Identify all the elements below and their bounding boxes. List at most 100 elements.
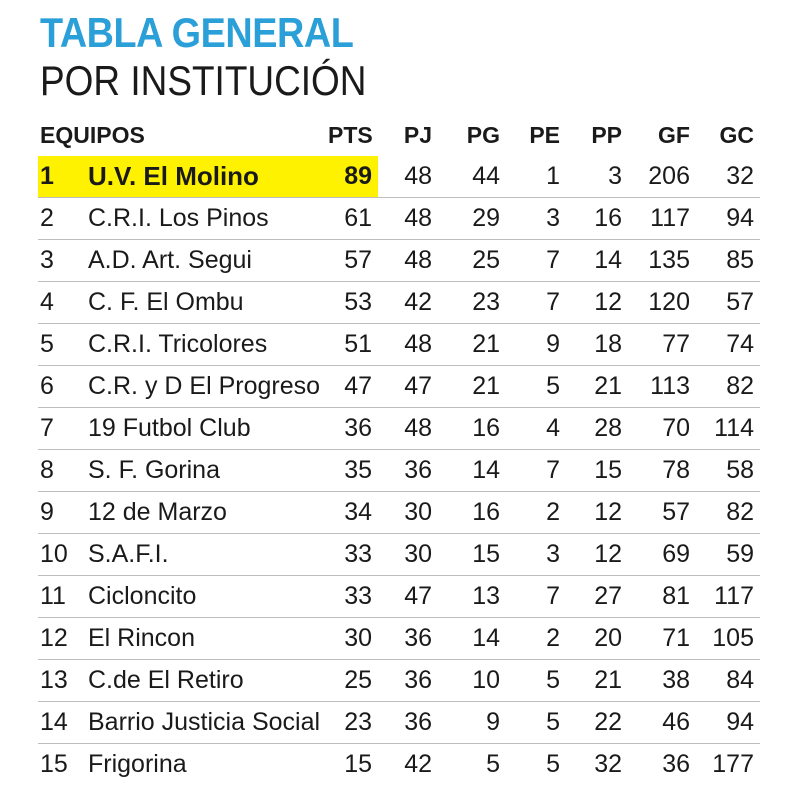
played-cell: 30	[378, 491, 438, 534]
points-cell: 35	[328, 449, 378, 492]
won-cell: 21	[438, 365, 506, 408]
goals-for-cell: 69	[628, 533, 696, 576]
table-row: 5 C.R.I. Tricolores 51 48 21 9 18 77 74	[38, 323, 760, 366]
played-cell: 36	[378, 659, 438, 702]
played-cell: 47	[378, 365, 438, 408]
points-cell: 57	[328, 239, 378, 282]
lost-cell: 22	[566, 701, 628, 744]
points-cell: 47	[328, 365, 378, 408]
team-name-cell: C.R.I. Tricolores	[88, 323, 328, 366]
team-name-cell: El Rincon	[88, 617, 328, 660]
lost-cell: 12	[566, 281, 628, 324]
lost-cell: 18	[566, 323, 628, 366]
drawn-cell: 5	[506, 659, 566, 702]
goals-for-cell: 78	[628, 449, 696, 492]
goals-for-cell: 46	[628, 701, 696, 744]
table-row: 2 C.R.I. Los Pinos 61 48 29 3 16 117 94	[38, 197, 760, 240]
drawn-cell: 5	[506, 365, 566, 408]
goals-for-cell: 57	[628, 491, 696, 534]
goals-against-cell: 82	[696, 491, 760, 534]
played-cell: 48	[378, 239, 438, 282]
table-body: 1 U.V. El Molino 89 48 44 1 3 206 32 2 C.R.I. Los …	[38, 156, 760, 785]
won-cell: 21	[438, 323, 506, 366]
rank-cell: 4	[38, 281, 88, 324]
goals-against-cell: 117	[696, 575, 760, 618]
goals-for-cell: 77	[628, 323, 696, 366]
played-cell: 42	[378, 281, 438, 324]
played-cell: 30	[378, 533, 438, 576]
won-cell: 23	[438, 281, 506, 324]
drawn-cell: 3	[506, 533, 566, 576]
won-cell: 5	[438, 743, 506, 785]
team-name-cell: 19 Futbol Club	[88, 407, 328, 450]
played-cell: 36	[378, 617, 438, 660]
goals-against-cell: 177	[696, 743, 760, 785]
played-cell: 36	[378, 701, 438, 744]
played-cell: 42	[378, 743, 438, 785]
goals-for-cell: 117	[628, 197, 696, 240]
team-name-cell: U.V. El Molino	[88, 156, 328, 198]
drawn-cell: 7	[506, 575, 566, 618]
drawn-cell: 7	[506, 281, 566, 324]
won-cell: 16	[438, 407, 506, 450]
page-title: TABLA GENERAL	[40, 9, 354, 56]
table-row: 15 Frigorina 15 42 5 5 32 36 177	[38, 743, 760, 785]
goals-for-cell: 71	[628, 617, 696, 660]
played-cell: 36	[378, 449, 438, 492]
rank-cell: 12	[38, 617, 88, 660]
won-cell: 16	[438, 491, 506, 534]
goals-for-cell: 81	[628, 575, 696, 618]
goals-against-cell: 59	[696, 533, 760, 576]
table-row: 1 U.V. El Molino 89 48 44 1 3 206 32	[38, 156, 760, 198]
rank-cell: 6	[38, 365, 88, 408]
lost-cell: 3	[608, 162, 622, 190]
drawn-cell: 1	[546, 162, 560, 190]
won-cell: 15	[438, 533, 506, 576]
table-row: 3 A.D. Art. Segui 57 48 25 7 14 135 85	[38, 239, 760, 282]
points-cell: 33	[328, 575, 378, 618]
goals-against-cell: 82	[696, 365, 760, 408]
table-row: 8 S. F. Gorina 35 36 14 7 15 78 58	[38, 449, 760, 492]
goals-for-cell: 135	[628, 239, 696, 282]
table-header-row: EQUIPOS PTS PJ PG PE PP GF GC	[38, 114, 760, 156]
goals-against-cell: 94	[696, 701, 760, 744]
rank-cell: 2	[38, 197, 88, 240]
lost-cell: 15	[566, 449, 628, 492]
drawn-cell: 3	[506, 197, 566, 240]
team-name-cell: A.D. Art. Segui	[88, 239, 328, 282]
goals-against-cell: 32	[726, 162, 754, 190]
column-header-gc: GC	[719, 121, 755, 148]
lost-cell: 21	[566, 659, 628, 702]
rank-cell: 15	[38, 743, 88, 785]
points-cell: 51	[328, 323, 378, 366]
won-cell: 9	[438, 701, 506, 744]
won-cell: 44	[472, 162, 500, 190]
rank-cell: 7	[38, 407, 88, 450]
table-row: 4 C. F. El Ombu 53 42 23 7 12 120 57	[38, 281, 760, 324]
drawn-cell: 7	[506, 239, 566, 282]
table-row: 14 Barrio Justicia Social 23 36 9 5 22 46 94	[38, 701, 760, 744]
won-cell: 29	[438, 197, 506, 240]
drawn-cell: 4	[506, 407, 566, 450]
goals-against-cell: 85	[696, 239, 760, 282]
lost-cell: 14	[566, 239, 628, 282]
won-cell: 14	[438, 449, 506, 492]
played-cell: 47	[378, 575, 438, 618]
drawn-cell: 2	[506, 491, 566, 534]
rank-cell: 13	[38, 659, 88, 702]
team-name-cell: C. F. El Ombu	[88, 281, 328, 324]
rank-cell: 10	[38, 533, 88, 576]
rank-cell: 8	[38, 449, 88, 492]
team-name-cell: Barrio Justicia Social	[88, 701, 328, 744]
drawn-cell: 9	[506, 323, 566, 366]
team-name-cell: C.de El Retiro	[88, 659, 328, 702]
goals-for-cell: 70	[628, 407, 696, 450]
lost-cell: 27	[566, 575, 628, 618]
lost-cell: 12	[566, 533, 628, 576]
points-cell: 15	[328, 743, 378, 785]
goals-against-cell: 114	[696, 407, 760, 450]
points-cell: 30	[328, 617, 378, 660]
table-row: 11 Cicloncito 33 47 13 7 27 81 117	[38, 575, 760, 618]
drawn-cell: 5	[506, 743, 566, 785]
column-header-pts: PTS	[328, 121, 373, 148]
